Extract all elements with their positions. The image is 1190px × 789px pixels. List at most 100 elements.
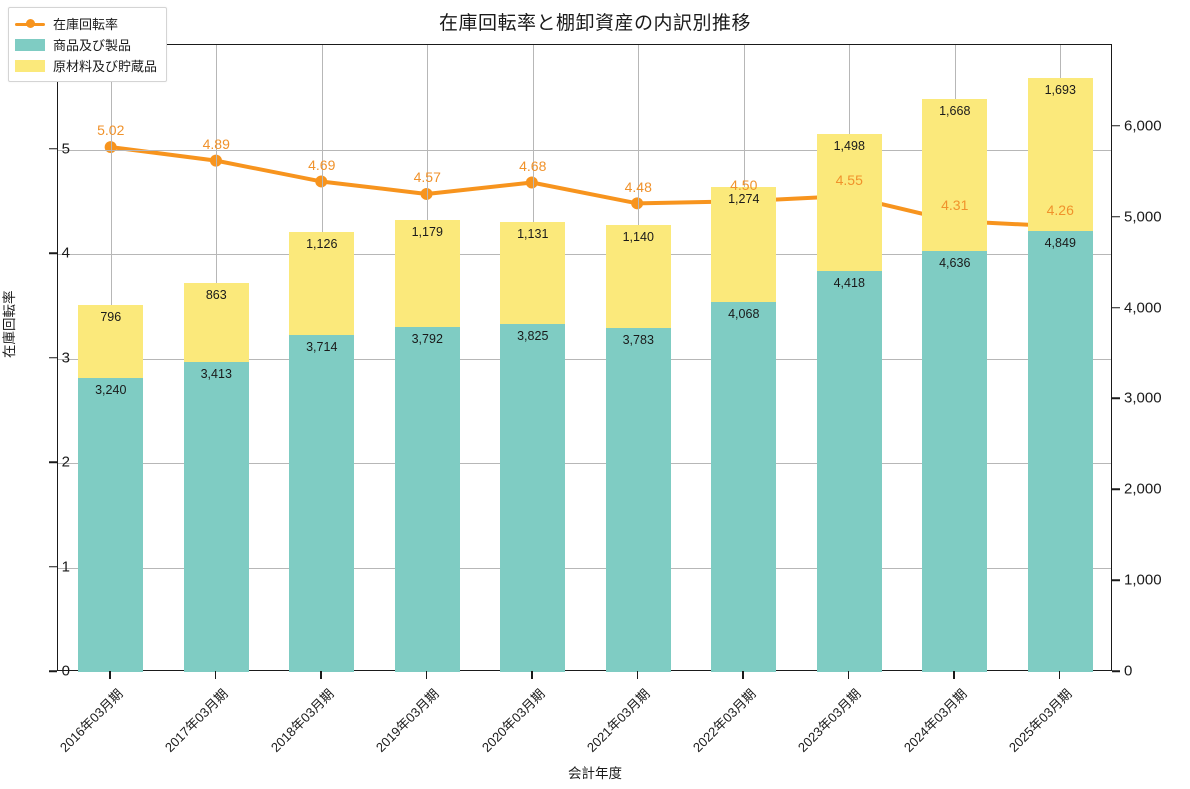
x-axis-tick-mark xyxy=(847,671,849,679)
y-axis-tick-left: 2 xyxy=(61,453,70,471)
y-axis-tick-mark-right xyxy=(1112,215,1120,218)
y-axis-tick-right: 3,000 xyxy=(1124,389,1162,407)
bar-value-label-rawmaterials: 1,131 xyxy=(517,226,549,241)
x-axis-tick-mark xyxy=(531,671,533,679)
bar-value-label-rawmaterials: 1,274 xyxy=(728,191,760,206)
turnover-value-label: 4.68 xyxy=(519,157,547,174)
bar-value-label-merchandise: 3,825 xyxy=(517,329,549,344)
chart-legend: 在庫回転率 商品及び製品 原材料及び貯蔵品 xyxy=(8,7,168,82)
chart-title: 在庫回転率と棚卸資産の内訳別推移 xyxy=(438,13,751,34)
x-axis-label: 会計年度 xyxy=(568,766,622,781)
x-axis-tick-mark xyxy=(953,671,955,679)
y-axis-tick-right: 2,000 xyxy=(1124,480,1162,498)
bar-segment-rawmaterials xyxy=(816,134,882,271)
bar-segment-merchandise xyxy=(816,270,882,672)
bar-segment-rawmaterials xyxy=(922,99,988,251)
bar-value-label-merchandise: 3,792 xyxy=(411,332,443,347)
plot-area: 3,240 796 3,413 863 3,714 1,126 3,792 1,179 3,82… xyxy=(57,44,1112,672)
gridline-horizontal xyxy=(58,149,1111,151)
bar-segment-rawmaterials xyxy=(711,186,777,303)
turnover-value-label: 4.31 xyxy=(941,196,969,213)
y-axis-tick-mark-left xyxy=(49,670,57,672)
bar-value-label-merchandise: 3,783 xyxy=(622,333,654,348)
turnover-value-label: 4.48 xyxy=(624,178,652,195)
turnover-value-label: 4.55 xyxy=(835,171,863,188)
bar-value-label-merchandise: 4,418 xyxy=(833,275,865,290)
bar-segment-merchandise xyxy=(605,328,671,672)
bar-value-label-rawmaterials: 1,126 xyxy=(306,237,338,252)
y-axis-tick-right: 0 xyxy=(1124,662,1133,680)
y-axis-tick-mark-right xyxy=(1112,488,1120,490)
gridline-horizontal xyxy=(58,358,1111,360)
y-axis-tick-left: 3 xyxy=(61,349,70,366)
y-axis-label-left: 在庫回転率 xyxy=(2,290,17,359)
y-axis-tick-mark-left xyxy=(49,147,57,150)
turnover-line-path xyxy=(108,145,1061,229)
legend-label-merchandise: 商品及び製品 xyxy=(53,38,132,53)
gridline-horizontal xyxy=(58,567,1111,569)
turnover-value-label: 4.26 xyxy=(1046,201,1074,218)
bar-value-label-merchandise: 4,636 xyxy=(939,255,971,270)
bar-segment-rawmaterials xyxy=(500,221,566,325)
bar-value-label-rawmaterials: 1,179 xyxy=(411,225,443,240)
bar-value-label-rawmaterials: 1,693 xyxy=(1044,82,1076,97)
bar-value-label-rawmaterials: 1,140 xyxy=(622,229,654,244)
gridline-horizontal xyxy=(58,463,1111,464)
bar-segment-merchandise xyxy=(289,334,355,672)
bar-segment-rawmaterials xyxy=(78,305,144,378)
bar-segment-merchandise xyxy=(78,377,144,672)
yellow-swatch-icon xyxy=(15,59,45,72)
x-axis-tick-mark xyxy=(109,671,111,679)
y-axis-tick-mark-left xyxy=(49,565,57,568)
legend-label-rawmaterials: 原材料及び貯蔵品 xyxy=(53,59,158,74)
bar-segment-merchandise xyxy=(922,250,988,672)
y-axis-tick-right: 4,000 xyxy=(1124,299,1162,317)
y-axis-tick-left: 4 xyxy=(61,244,70,262)
turnover-value-label: 4.89 xyxy=(202,135,230,152)
bar-segment-merchandise xyxy=(183,361,249,672)
gridline-horizontal xyxy=(58,254,1111,255)
bar-value-label-merchandise: 3,413 xyxy=(200,366,232,381)
bar-value-label-merchandise: 4,068 xyxy=(728,307,760,322)
legend-item-rawmaterials: 原材料及び貯蔵品 xyxy=(15,55,157,76)
y-axis-tick-mark-left xyxy=(49,252,57,254)
bar-segment-rawmaterials xyxy=(183,283,249,362)
y-axis-tick-left: 5 xyxy=(61,140,70,157)
line-marker-icon xyxy=(15,17,45,31)
bar-segment-rawmaterials xyxy=(1027,77,1093,232)
legend-item-turnover: 在庫回転率 xyxy=(15,13,157,34)
bar-segment-merchandise xyxy=(1027,231,1093,672)
bar-value-label-merchandise: 3,240 xyxy=(95,382,127,397)
bar-segment-merchandise xyxy=(500,324,566,672)
x-axis-tick-mark xyxy=(320,671,322,679)
y-axis-tick-mark-right xyxy=(1112,125,1120,127)
y-axis-tick-right: 6,000 xyxy=(1124,117,1162,135)
y-axis-tick-mark-left xyxy=(49,356,57,359)
turnover-value-label: 5.02 xyxy=(97,122,125,139)
y-axis-tick-mark-right xyxy=(1112,397,1120,400)
bar-segment-rawmaterials xyxy=(289,232,355,335)
y-axis-tick-right: 5,000 xyxy=(1124,208,1162,226)
y-axis-label-right: 棚卸資産（百万円） xyxy=(1186,311,1190,433)
legend-label-turnover: 在庫回転率 xyxy=(53,17,119,32)
x-axis-tick-mark xyxy=(742,671,744,679)
y-axis-tick-right: 1,000 xyxy=(1124,571,1162,589)
bar-value-label-rawmaterials: 863 xyxy=(205,288,227,303)
x-axis-tick-mark xyxy=(1058,671,1060,679)
y-axis-tick-mark-right xyxy=(1112,579,1120,581)
x-axis-tick-mark xyxy=(636,671,638,679)
turnover-value-label: 4.57 xyxy=(413,169,441,186)
bar-value-label-rawmaterials: 796 xyxy=(100,310,122,325)
teal-swatch-icon xyxy=(15,38,45,51)
bar-segment-merchandise xyxy=(394,327,460,672)
x-axis-tick-mark xyxy=(214,671,216,679)
y-axis-tick-left: 1 xyxy=(61,558,70,575)
bar-segment-rawmaterials xyxy=(605,224,671,329)
legend-item-merchandise: 商品及び製品 xyxy=(15,34,157,55)
y-axis-tick-mark-left xyxy=(49,461,57,463)
y-axis-tick-mark-right xyxy=(1112,670,1120,672)
bar-value-label-rawmaterials: 1,668 xyxy=(939,104,971,119)
turnover-value-label: 4.50 xyxy=(730,176,758,193)
bar-segment-merchandise xyxy=(711,302,777,672)
